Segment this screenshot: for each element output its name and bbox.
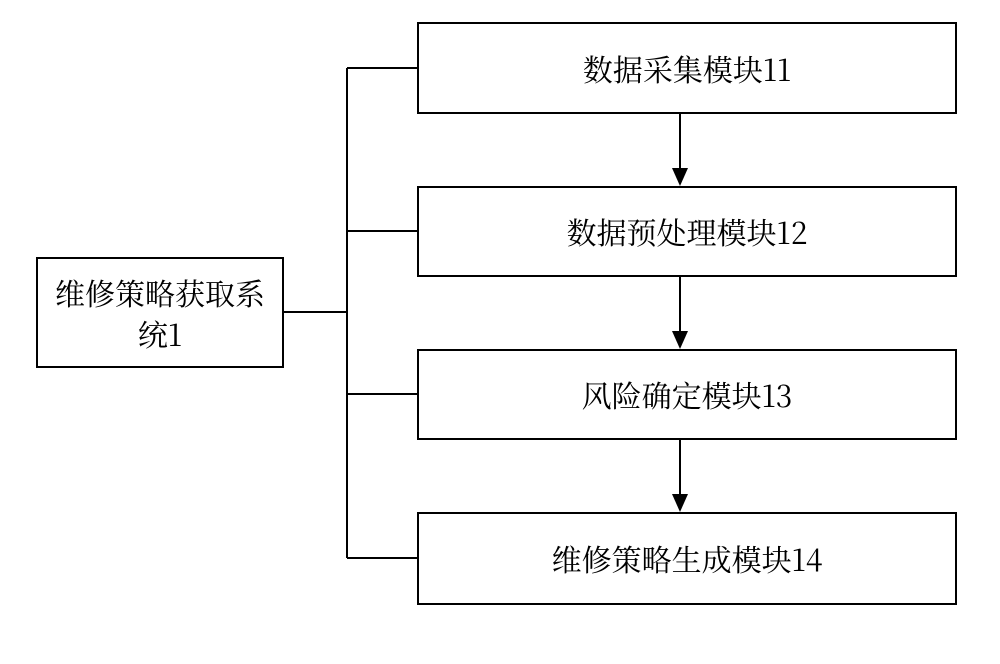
- diagram-canvas: 维修策略获取系 统1 数据采集模块11 数据预处理模块12 风险确定模块13 维修策略…: [0, 0, 1000, 664]
- module-node-label: 数据采集模块11: [583, 48, 791, 89]
- module-node-mod-14: 维修策略生成模块14: [417, 512, 957, 605]
- module-node-label: 维修策略生成模块14: [552, 538, 823, 579]
- root-node-maintenance-strategy-system: 维修策略获取系 统1: [36, 257, 284, 368]
- root-node-label-line1: 维修策略获取系: [55, 270, 265, 314]
- module-node-label: 风险确定模块13: [582, 374, 793, 415]
- module-node-label: 数据预处理模块12: [567, 211, 808, 252]
- module-node-mod-13: 风险确定模块13: [417, 349, 957, 440]
- module-node-mod-12: 数据预处理模块12: [417, 186, 957, 277]
- root-node-label-line2: 统1: [138, 311, 182, 355]
- module-node-mod-11: 数据采集模块11: [417, 22, 957, 114]
